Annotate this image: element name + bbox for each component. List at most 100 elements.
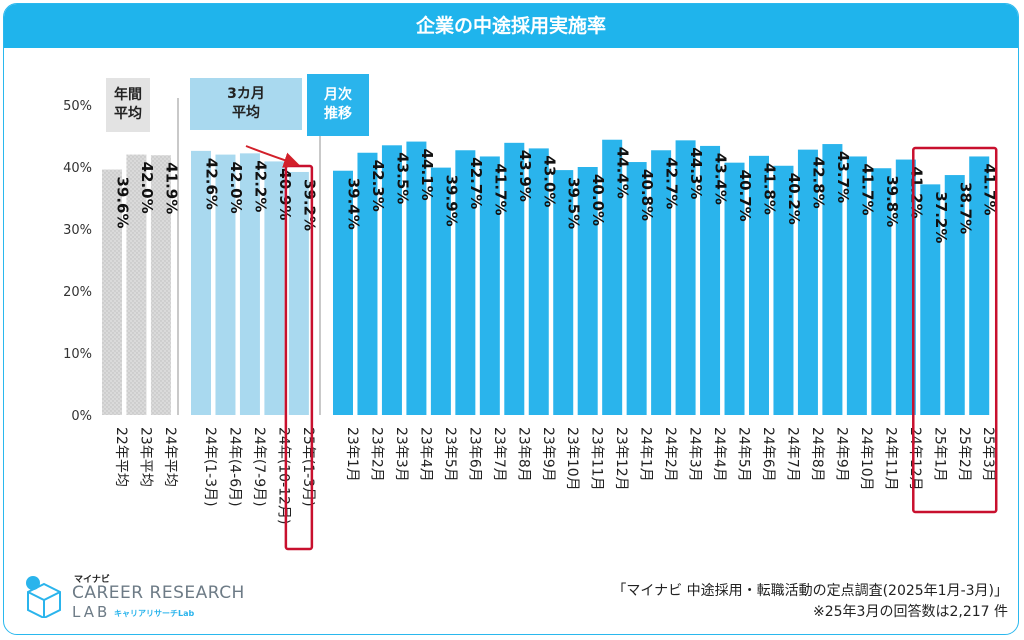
category-label: 24年4月 <box>711 427 727 482</box>
category-label: 25年3月 <box>980 427 996 482</box>
category-label: 24年11月 <box>882 427 898 491</box>
bar <box>797 149 818 415</box>
chart-frame: 企業の中途採用実施率 <box>3 3 1019 635</box>
logo-brand-small: マイナビ <box>74 575 110 585</box>
value-label: 42.2% <box>251 160 269 212</box>
response-note: ※25年3月の回答数は2,217 件 <box>813 604 1008 620</box>
value-label: 41.8% <box>760 163 778 215</box>
category-label: 24年平均 <box>162 427 178 487</box>
career-research-lab-logo: マイナビ CAREER RESEARCH LAB キャリアリサーチLab <box>22 572 252 622</box>
bar <box>357 152 378 416</box>
y-tick-label: 40% <box>63 161 92 176</box>
bar <box>406 141 427 415</box>
highlight-box-months <box>912 146 998 514</box>
bar <box>455 150 476 415</box>
bar <box>553 170 574 415</box>
source-text: 「マイナビ 中途採用・転職活動の定点調査(2025年1月-3月)」 <box>612 583 1008 599</box>
value-label: 43.9% <box>516 150 534 202</box>
bar <box>126 154 147 415</box>
y-tick-label: 20% <box>63 285 92 300</box>
arrow-icon <box>245 145 300 168</box>
category-label: 25年1月 <box>931 427 947 482</box>
y-tick-label: 50% <box>63 99 92 114</box>
bar <box>675 140 696 415</box>
bar <box>602 139 623 415</box>
category-label: 24年6月 <box>760 427 776 482</box>
group-label-monthly: 月次 推移 <box>307 74 369 136</box>
bar <box>969 156 990 415</box>
bar <box>920 184 941 415</box>
bar <box>651 150 672 415</box>
category-label: 23年5月 <box>442 427 458 482</box>
value-label: 43.0% <box>540 155 558 207</box>
category-label: 23年7月 <box>491 427 507 482</box>
category-label: 23年10月 <box>564 427 580 491</box>
value-label: 43.5% <box>393 152 411 204</box>
category-label: 23年1月 <box>344 427 360 482</box>
bar <box>215 154 236 415</box>
value-label: 40.2% <box>785 173 803 225</box>
value-label: 41.9% <box>162 162 180 214</box>
category-label: 24年5月 <box>736 427 752 482</box>
category-label: 24年(7-9月) <box>251 427 267 507</box>
bar <box>264 161 285 415</box>
category-label: 23年6月 <box>466 427 482 482</box>
category-label: 23年11月 <box>589 427 605 491</box>
value-label: 44.1% <box>418 149 436 201</box>
category-label: 24年(1-3月) <box>202 427 218 507</box>
value-label: 41.2% <box>907 167 925 219</box>
value-label: 42.6% <box>203 158 221 210</box>
source-note: 「マイナビ 中途採用・転職活動の定点調査(2025年1月-3月)」 ※25年3月… <box>612 581 1008 623</box>
category-label: 25年2月 <box>956 427 972 482</box>
value-label: 42.3% <box>369 160 387 212</box>
category-label: 23年2月 <box>368 427 384 482</box>
bar <box>773 165 794 415</box>
category-label: 22年平均 <box>113 427 129 487</box>
category-label: 24年10月 <box>858 427 874 491</box>
value-label: 41.7% <box>858 163 876 215</box>
value-label: 41.7% <box>981 163 999 215</box>
value-label: 40.0% <box>589 174 607 226</box>
value-label: 41.7% <box>491 163 509 215</box>
bar <box>895 159 916 415</box>
category-label: 24年(10-12月) <box>275 427 291 524</box>
value-label: 43.4% <box>712 153 730 205</box>
chart-title: 企業の中途採用実施率 <box>4 4 1018 48</box>
bar <box>239 153 260 416</box>
logo-line1: CAREER RESEARCH <box>72 583 245 603</box>
logo-line2: LAB <box>72 603 111 621</box>
category-label: 24年9月 <box>833 427 849 482</box>
category-label: 24年1月 <box>638 427 654 482</box>
value-label: 42.7% <box>663 157 681 209</box>
bar <box>944 175 965 415</box>
category-label: 24年7月 <box>784 427 800 482</box>
value-label: 39.4% <box>345 178 363 230</box>
bar <box>288 171 309 415</box>
y-tick-label: 10% <box>63 347 92 362</box>
category-label: 24年3月 <box>687 427 703 482</box>
bar <box>528 148 549 415</box>
value-label: 39.9% <box>442 175 460 227</box>
category-label: 24年(4-6月) <box>226 427 242 507</box>
value-label: 42.0% <box>138 162 156 214</box>
y-tick-label: 30% <box>63 223 92 238</box>
bar <box>504 142 525 415</box>
bar <box>577 167 598 415</box>
bar <box>822 144 843 415</box>
value-label: 42.7% <box>467 157 485 209</box>
value-label: 39.8% <box>883 175 901 227</box>
bar <box>479 156 500 415</box>
bar <box>700 145 721 416</box>
value-label: 40.7% <box>736 170 754 222</box>
value-label: 39.5% <box>565 177 583 229</box>
category-label: 23年12月 <box>613 427 629 491</box>
bar <box>102 169 122 415</box>
category-label: 23年3月 <box>393 427 409 482</box>
category-label: 24年8月 <box>809 427 825 482</box>
value-label: 40.8% <box>638 169 656 221</box>
bar <box>333 170 353 415</box>
bar <box>871 168 892 415</box>
bar <box>846 156 867 415</box>
logo-line2-sub: キャリアリサーチLab <box>114 609 195 618</box>
